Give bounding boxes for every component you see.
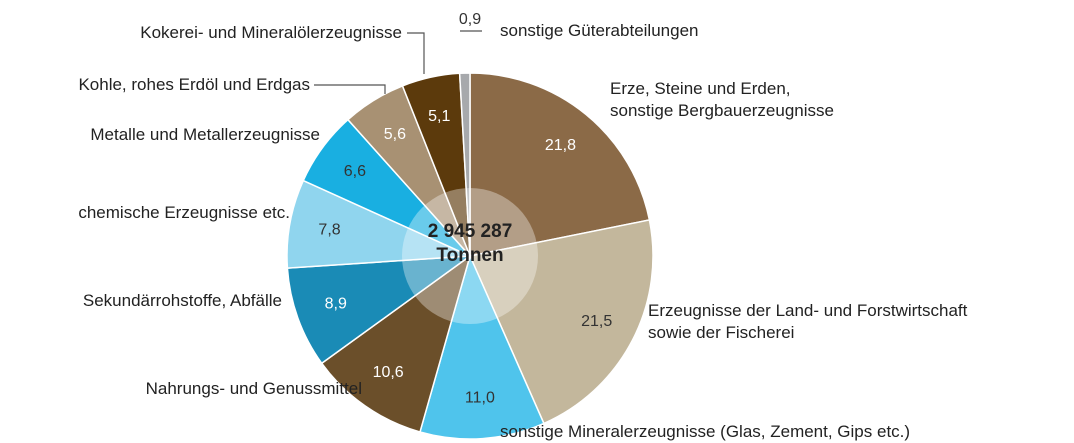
value-label: 21,8 bbox=[545, 137, 576, 154]
category-label: sonstige Güterabteilungen bbox=[500, 21, 699, 40]
pie-slice bbox=[458, 72, 471, 257]
pie-slice bbox=[320, 254, 472, 433]
category-label: Nahrungs- und Genussmittel bbox=[145, 379, 362, 398]
leader-line bbox=[407, 32, 425, 74]
unit-label: Tonnen bbox=[436, 245, 503, 266]
value-label: 5,1 bbox=[428, 108, 450, 125]
category-label: Erze, Steine und Erden, sonstige Bergbau… bbox=[610, 79, 834, 120]
category-label: Metalle und Metallerzeugnisse bbox=[90, 125, 320, 144]
category-label: chemische Erzeugnisse etc. bbox=[78, 203, 290, 222]
value-label: 0,9 bbox=[459, 11, 481, 28]
pie-slice bbox=[469, 72, 651, 257]
value-label: 6,6 bbox=[344, 163, 366, 180]
value-label: 8,9 bbox=[325, 296, 347, 313]
category-label: Sekundärrohstoffe, Abfälle bbox=[82, 291, 282, 310]
pie-slice bbox=[286, 255, 473, 365]
category-label: Kohle, rohes Erdöl und Erdgas bbox=[78, 75, 310, 94]
center-disc bbox=[402, 188, 538, 324]
pie-slice bbox=[468, 219, 654, 425]
category-label: Erzeugnisse der Land- und Forstwirtschaf… bbox=[648, 301, 968, 342]
leader-line bbox=[314, 84, 386, 94]
value-label: 10,6 bbox=[373, 364, 404, 381]
category-label: sonstige Mineralerzeugnisse (Glas, Zemen… bbox=[500, 422, 911, 441]
slices bbox=[286, 72, 654, 440]
value-label: 21,5 bbox=[581, 313, 612, 330]
value-label: 7,8 bbox=[318, 222, 340, 239]
pie-slice bbox=[419, 253, 545, 440]
value-label: 5,6 bbox=[384, 126, 406, 143]
value-label: 11,0 bbox=[465, 390, 495, 407]
category-label: Kokerei- und Mineralölerzeugnisse bbox=[140, 23, 402, 42]
total-label: 2 945 287 bbox=[428, 221, 513, 242]
